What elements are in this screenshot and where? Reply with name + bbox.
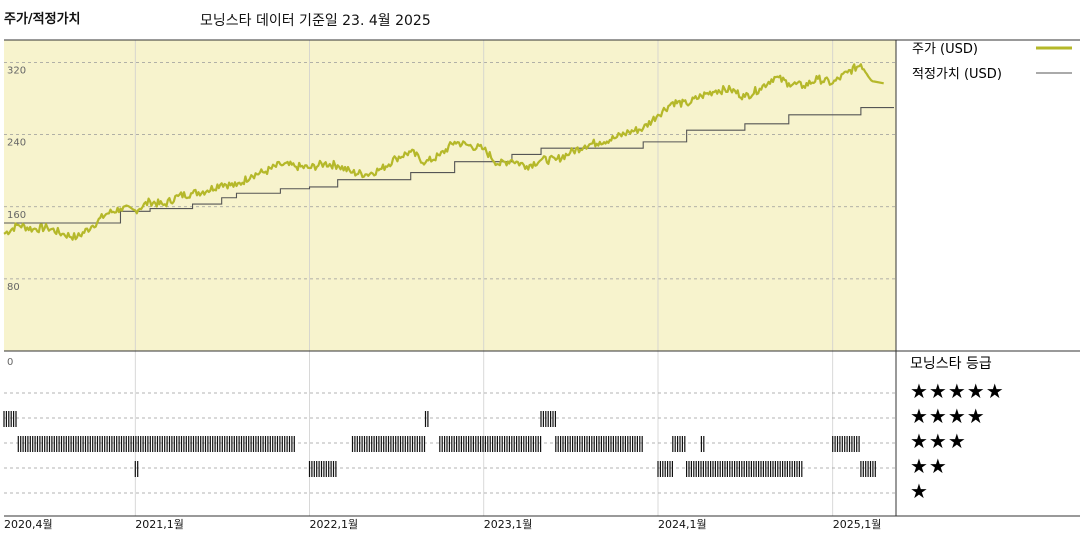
rating-segment-3-star xyxy=(700,436,705,452)
rating-segment-3-star xyxy=(832,436,860,452)
rating-layer xyxy=(3,411,876,477)
star-rating-2: ★★ xyxy=(910,454,948,478)
price-layer xyxy=(3,63,884,241)
x-tick-label: 2020,4월 xyxy=(4,518,53,531)
legend-fair-value-label: 적정가치 (USD) xyxy=(912,67,1002,82)
chart-title-price-fair-value: 주가/적정가치 xyxy=(4,12,81,27)
price-panel-background xyxy=(4,40,896,351)
rating-segment-4-star xyxy=(3,411,17,427)
y-tick-label: 80 xyxy=(7,282,20,293)
fair-value-line xyxy=(4,107,894,224)
x-tick-label: 2021,1월 xyxy=(135,518,184,531)
rating-title: 모닝스타 등급 xyxy=(910,356,992,372)
star-rating-4: ★★★★ xyxy=(910,404,986,428)
star-rating-5: ★★★★★ xyxy=(910,379,1005,403)
price-line xyxy=(3,63,884,241)
x-tick-label: 2022,1월 xyxy=(310,518,359,531)
x-tick-label: 2023,1월 xyxy=(484,518,533,531)
fair-value-layer xyxy=(4,107,894,224)
rating-segment-3-star xyxy=(555,436,643,452)
rating-segment-2-star xyxy=(308,461,337,477)
rating-segment-2-star xyxy=(134,461,139,477)
rating-segment-2-star xyxy=(685,461,803,477)
y-tick-label: 240 xyxy=(7,138,26,149)
y-tick-label: 0 xyxy=(7,357,13,368)
rating-segment-3-star xyxy=(672,436,686,452)
star-rating-1: ★ xyxy=(910,479,929,503)
legend-price-label: 주가 (USD) xyxy=(912,42,978,57)
rating-segment-4-star xyxy=(424,411,429,427)
y-tick-label: 160 xyxy=(7,210,26,221)
x-tick-label: 2025,1월 xyxy=(833,518,882,531)
rating-segment-3-star xyxy=(17,436,295,452)
rating-segment-2-star xyxy=(860,461,876,477)
rating-segment-3-star xyxy=(351,436,426,452)
x-tick-label: 2024,1월 xyxy=(658,518,707,531)
chart-subtitle-data-date: 모닝스타 데이터 기준일 23. 4월 2025 xyxy=(200,13,431,29)
star-rating-3: ★★★ xyxy=(910,429,967,453)
rating-segment-4-star xyxy=(540,411,557,427)
y-tick-label: 320 xyxy=(7,66,26,77)
rating-segment-3-star xyxy=(439,436,542,452)
rating-segment-2-star xyxy=(657,461,674,477)
axis-labels: 0 80 160 240 320 2020,4월 2021,1월 2022,1월 2023,1월… xyxy=(4,66,881,531)
